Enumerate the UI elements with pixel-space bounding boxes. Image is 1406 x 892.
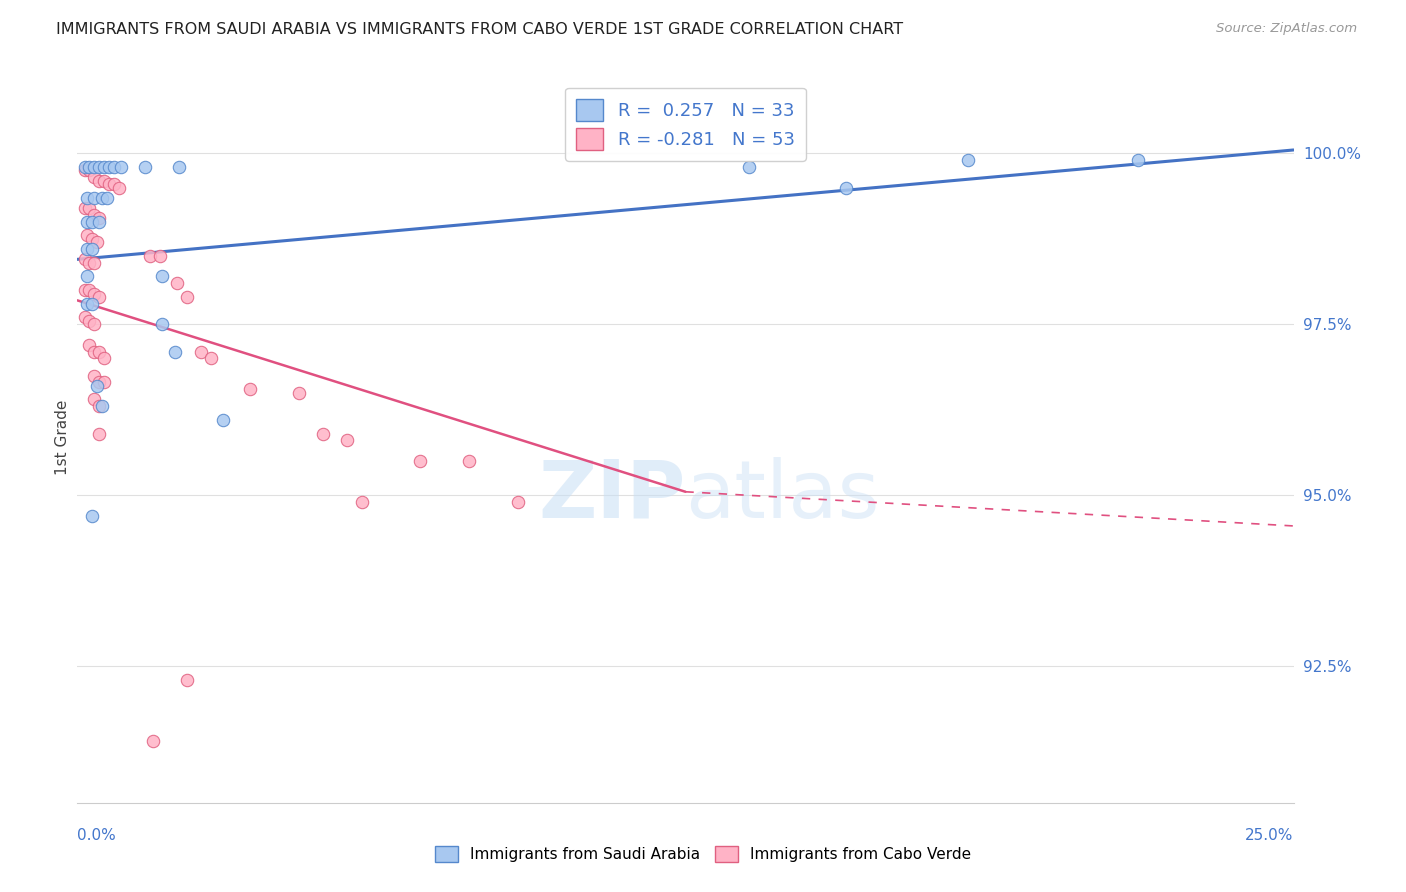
Point: [93, 376, 115, 390]
Point: [107, 180, 129, 194]
Point: [86, 379, 108, 393]
Point: [80, 242, 103, 256]
Point: [152, 318, 174, 332]
Point: [93, 160, 115, 174]
Point: [409, 454, 432, 468]
Point: [83, 368, 105, 383]
Point: [73, 201, 96, 215]
Point: [458, 454, 481, 468]
Point: [737, 160, 759, 174]
Point: [89, 376, 111, 390]
Point: [83, 208, 105, 222]
Point: [89, 160, 111, 174]
Point: [83, 318, 105, 332]
Point: [90, 191, 112, 205]
Point: [83, 344, 105, 359]
Point: [134, 160, 156, 174]
Point: [73, 160, 96, 174]
Point: [79, 338, 101, 352]
Point: [190, 344, 212, 359]
Point: [142, 734, 165, 748]
Point: [79, 163, 101, 178]
Point: [73, 310, 96, 325]
Point: [76, 228, 98, 243]
Text: Source: ZipAtlas.com: Source: ZipAtlas.com: [1216, 22, 1357, 36]
Point: [139, 249, 162, 263]
Text: ZIP: ZIP: [538, 457, 686, 534]
Legend: R =  0.257   N = 33, R = -0.281   N = 53: R = 0.257 N = 33, R = -0.281 N = 53: [565, 87, 806, 161]
Point: [89, 344, 111, 359]
Point: [176, 673, 198, 687]
Legend: Immigrants from Saudi Arabia, Immigrants from Cabo Verde: Immigrants from Saudi Arabia, Immigrants…: [429, 840, 977, 868]
Point: [110, 160, 132, 174]
Point: [506, 495, 529, 509]
Point: [89, 400, 111, 414]
Point: [89, 174, 111, 188]
Text: 0.0%: 0.0%: [77, 828, 117, 843]
Point: [76, 215, 98, 229]
Point: [79, 314, 101, 328]
Point: [89, 215, 111, 229]
Point: [76, 242, 98, 256]
Point: [79, 201, 101, 215]
Point: [97, 160, 120, 174]
Point: [89, 211, 111, 226]
Point: [176, 290, 198, 304]
Point: [89, 426, 111, 441]
Point: [80, 508, 103, 523]
Point: [1126, 153, 1149, 168]
Point: [312, 426, 335, 441]
Point: [83, 170, 105, 185]
Point: [83, 286, 105, 301]
Y-axis label: 1st Grade: 1st Grade: [55, 400, 70, 475]
Point: [80, 297, 103, 311]
Point: [103, 177, 125, 191]
Point: [287, 385, 309, 400]
Point: [89, 290, 111, 304]
Point: [86, 235, 108, 250]
Point: [73, 283, 96, 297]
Point: [93, 174, 115, 188]
Point: [79, 256, 101, 270]
Point: [83, 392, 105, 407]
Point: [152, 269, 174, 284]
Point: [103, 160, 125, 174]
Text: IMMIGRANTS FROM SAUDI ARABIA VS IMMIGRANTS FROM CABO VERDE 1ST GRADE CORRELATION: IMMIGRANTS FROM SAUDI ARABIA VS IMMIGRAN…: [56, 22, 904, 37]
Point: [90, 400, 112, 414]
Point: [83, 160, 105, 174]
Point: [93, 351, 115, 366]
Point: [76, 297, 98, 311]
Point: [76, 269, 98, 284]
Point: [80, 215, 103, 229]
Point: [835, 180, 858, 194]
Point: [350, 495, 373, 509]
Text: 25.0%: 25.0%: [1246, 828, 1294, 843]
Point: [80, 232, 103, 246]
Point: [83, 191, 105, 205]
Point: [956, 153, 979, 168]
Point: [163, 344, 186, 359]
Point: [79, 283, 101, 297]
Point: [166, 277, 188, 291]
Point: [336, 434, 359, 448]
Point: [149, 249, 172, 263]
Point: [97, 177, 120, 191]
Text: atlas: atlas: [686, 457, 880, 534]
Point: [169, 160, 191, 174]
Point: [73, 163, 96, 178]
Point: [83, 256, 105, 270]
Point: [212, 413, 235, 427]
Point: [239, 382, 262, 396]
Point: [200, 351, 222, 366]
Point: [79, 160, 101, 174]
Point: [76, 191, 98, 205]
Point: [73, 252, 96, 267]
Point: [96, 191, 118, 205]
